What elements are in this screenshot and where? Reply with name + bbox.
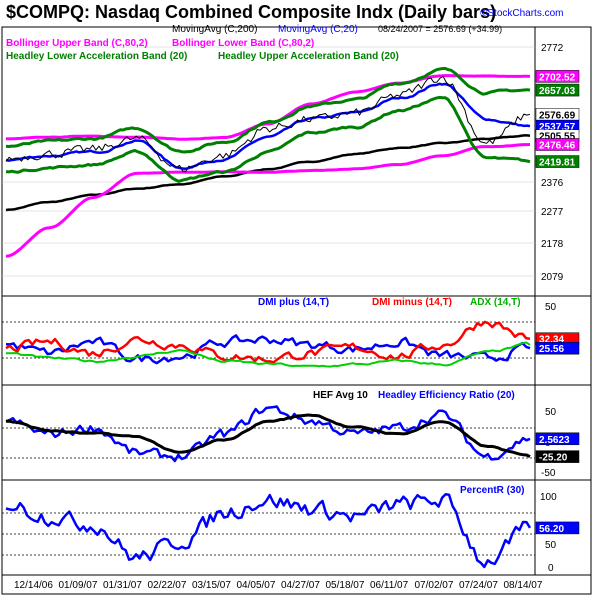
legend-dmi-plus: DMI plus (14,T) (258, 297, 330, 308)
series-close (5, 76, 531, 172)
legend-ma200: MovingAvg (C,200) (172, 24, 258, 35)
price-tag-bg-6 (535, 155, 580, 168)
series-dmi-plus-14-t (5, 334, 531, 365)
x-tick-label-0: 12/14/06 (14, 580, 53, 591)
y-tick-dmi-50: 50 (545, 302, 557, 313)
series-movingavg-c-200 (5, 134, 531, 212)
price-tag-bg-5 (535, 138, 580, 151)
series-bollinger-lower-band-c-80-2 (5, 143, 531, 258)
her-tag-bg-0 (535, 432, 580, 446)
legend-hab-lower: Headley Lower Acceleration Band (20) (6, 51, 188, 62)
price-tag-4: 2505.55 (539, 132, 576, 143)
price-tag-0: 2702.52 (539, 72, 576, 83)
her-tag-0: 2.5623 (539, 435, 570, 446)
x-tick-label-11: 08/14/07 (504, 580, 543, 591)
y-tick-2079: 2079 (541, 272, 564, 283)
x-tick-label-1: 01/09/07 (59, 580, 98, 591)
y-tick-pctr-50: 50 (545, 540, 557, 551)
x-tick-label-8: 06/11/07 (370, 580, 409, 591)
her-tag-bg-1 (535, 450, 580, 463)
price-tag-5: 2476.46 (539, 140, 576, 151)
dmi-tag-bg-1 (535, 341, 580, 355)
y-tick-2772: 2772 (541, 43, 564, 54)
price-tag-bg-1 (535, 83, 580, 97)
x-tick-label-3: 02/22/07 (148, 580, 187, 591)
y-tick-pctr-0: 0 (548, 563, 554, 574)
series-hef-avg-10 (5, 413, 531, 458)
y-tick-pctr-100: 100 (540, 492, 557, 503)
price-tag-6: 2419.81 (539, 158, 576, 169)
y-tick-her-50: 50 (545, 407, 557, 418)
pctr-tag-0: 56.20 (539, 524, 564, 535)
value-tags: 2702.52 2657.03 2576.692537.572505.552476.… (535, 70, 580, 535)
watermark: ©StockCharts.com (480, 8, 564, 19)
legend-bb-upper: Bollinger Upper Band (C,80,2) (6, 38, 148, 49)
legend-pctr: PercentR (30) (460, 485, 525, 496)
pctr-series-group (5, 492, 532, 569)
x-tick-label-6: 04/27/07 (281, 580, 320, 591)
price-tag-bg-0 (535, 70, 580, 83)
legend-hef: HEF Avg 10 (313, 390, 368, 401)
price-tag-1: 2657.03 (539, 86, 576, 97)
y-tick-2277: 2277 (541, 207, 564, 218)
legend-her: Headley Efficiency Ratio (20) (378, 390, 515, 401)
series-headley-upper-acceleration-band-20 (5, 66, 531, 154)
series-movingavg-c-20 (5, 82, 531, 171)
series-bollinger-upper-band-c-80-2 (5, 74, 531, 141)
dmi-series-group (5, 320, 531, 368)
series-dmi-minus-14-t (5, 320, 531, 364)
legend-hab-upper: Headley Upper Acceleration Band (20) (218, 51, 399, 62)
series-percentr-30 (5, 492, 532, 569)
header-last-price: 08/24/2007 = 2576.69 (+34.99) (378, 24, 503, 34)
x-axis-labels: 12/14/06 01/09/07 01/31/07 02/22/07 03/15/07… (14, 580, 543, 591)
her-series-group (5, 405, 531, 463)
price-tag-2: 2576.69 (539, 110, 576, 121)
legend-ma20: MovingAvg (C,20) (278, 24, 358, 35)
x-tick-label-9: 07/02/07 (415, 580, 454, 591)
x-tick-label-2: 01/31/07 (103, 580, 142, 591)
dmi-tag-0: 32.34 (539, 335, 564, 346)
y-tick-2178: 2178 (541, 239, 564, 250)
legend-dmi-minus: DMI minus (14,T) (372, 297, 453, 308)
series-headley-efficiency-ratio-20 (5, 405, 531, 463)
legend-adx: ADX (14,T) (470, 297, 521, 308)
legend-bb-lower: Bollinger Lower Band (C,80,2) (172, 38, 315, 49)
indicator-ref-lines (2, 321, 535, 556)
series-headley-lower-acceleration-band-20 (5, 95, 531, 183)
price-series-group (5, 66, 531, 258)
price-tag-3: 2537.57 (539, 122, 576, 133)
chart-frame (1, 26, 592, 595)
chart-title: $COMPQ: Nasdaq Combined Composite Indx (… (6, 2, 497, 22)
x-tick-label-5: 04/05/07 (237, 580, 276, 591)
x-tick-label-7: 05/18/07 (326, 580, 365, 591)
y-tick-2376: 2376 (541, 178, 564, 189)
panel1-gridlines (2, 46, 535, 277)
x-tick-label-10: 07/24/07 (459, 580, 498, 591)
her-tag-1: -25.20 (539, 453, 568, 464)
dmi-tag-1: 25.56 (539, 344, 564, 355)
series-adx-14-t (6, 341, 531, 368)
y-tick-her-neg50: -50 (541, 468, 556, 479)
pctr-tag-bg-0 (535, 521, 580, 535)
x-tick-label-4: 03/15/07 (192, 580, 231, 591)
